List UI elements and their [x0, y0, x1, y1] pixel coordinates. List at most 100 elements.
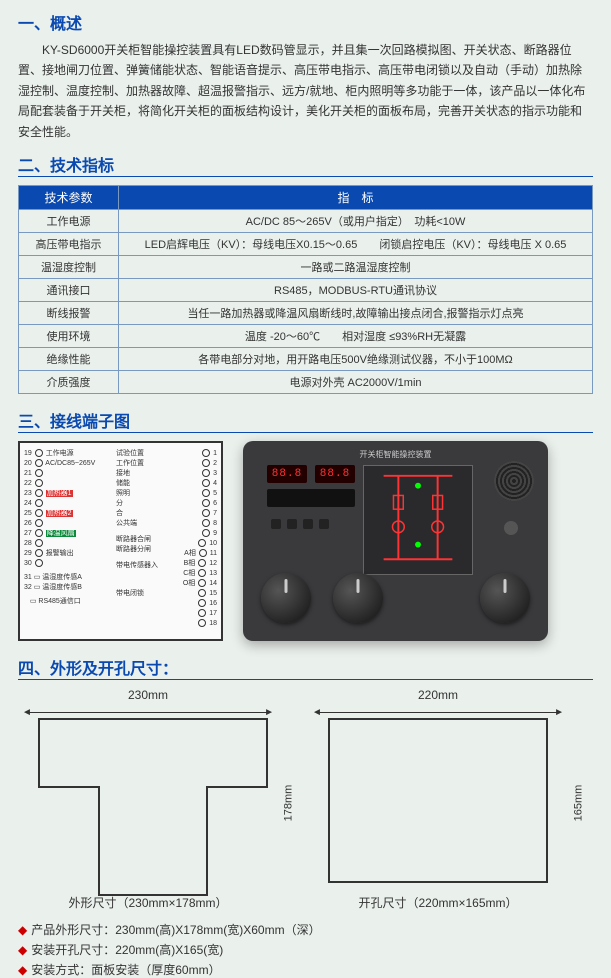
spec-label: 使用环境 — [19, 324, 119, 347]
small-button[interactable] — [287, 519, 297, 529]
spec-label: 工作电源 — [19, 209, 119, 232]
table-row: 介质强度电源对外壳 AC2000V/1min — [19, 370, 593, 393]
bullet-item: 安装方式：面板安装（厚度60mm） — [18, 961, 593, 978]
term-pin: ▭ RS485通信口 — [24, 597, 95, 607]
bullet-item: 产品外形尺寸：230mm(高)X178mm(宽)X60mm（深） — [18, 921, 593, 938]
term-pin: 32 ▭ 温湿度传感B — [24, 583, 95, 593]
term-pin: 22 — [24, 479, 95, 489]
term-pin: 24 — [24, 499, 95, 509]
bullet-item: 安装开孔尺寸：220mm(高)X165(宽) — [18, 941, 593, 958]
t-shape-bottom — [98, 788, 208, 896]
term-right-col: 1 2 3 4 5 6 7 8 9 10 A相 11 B相 12 C相 13 O… — [183, 449, 217, 629]
table-row: 断线报警当任一路加热器或降温风扇断线时,故障输出接点闭合,报警指示灯点亮 — [19, 301, 593, 324]
speaker-icon — [494, 461, 534, 501]
spec-value: 各带电部分对地，用开路电压500V绝缘测试仪器，不小于100MΩ — [119, 347, 593, 370]
section3-title: 三、接线端子图 — [18, 408, 593, 433]
spec-table: 技术参数 指 标 工作电源AC/DC 85～265V（或用户指定） 功耗<10W… — [18, 185, 593, 394]
cutout-shape-wrap: 165mm — [308, 718, 568, 888]
bullets-list: 产品外形尺寸：230mm(高)X178mm(宽)X60mm（深） 安装开孔尺寸：… — [18, 921, 593, 978]
rotary-knob[interactable] — [333, 573, 383, 623]
term-pin: O相 14 — [183, 579, 217, 589]
term-pin: 6 — [183, 499, 217, 509]
term-label: 储能 — [116, 479, 158, 489]
device-photo: 开关柜智能操控装置 88.8 88.8 — [243, 441, 548, 641]
spec-label: 断线报警 — [19, 301, 119, 324]
t-shape-top — [38, 718, 268, 788]
term-pin: 28 — [24, 539, 95, 549]
spec-value: 电源对外壳 AC2000V/1min — [119, 370, 593, 393]
cutout-rect-shape — [328, 718, 548, 883]
table-row: 绝缘性能各带电部分对地，用开路电压500V绝缘测试仪器，不小于100MΩ — [19, 347, 593, 370]
spec-value: AC/DC 85～265V（或用户指定） 功耗<10W — [119, 209, 593, 232]
term-pin: 7 — [183, 509, 217, 519]
led-panel — [267, 489, 355, 507]
cutout-width-label: 220mm — [308, 688, 568, 702]
term-label: 照明 — [116, 489, 158, 499]
spec-value: 温度 -20～60℃ 相对湿度 ≤93%RH无凝露 — [119, 324, 593, 347]
term-pin: 5 — [183, 489, 217, 499]
small-button[interactable] — [303, 519, 313, 529]
term-pin: 8 — [183, 519, 217, 529]
spec-label: 绝缘性能 — [19, 347, 119, 370]
term-label: 断路器分闸 — [116, 545, 158, 555]
term-label: 断路器合闸 — [116, 535, 158, 545]
outline-dim-box: 230mm ◄► 178mm 外形尺寸（230mm×178mm） — [18, 688, 278, 911]
term-pin: 1 — [183, 449, 217, 459]
term-left-col: 19 工作电源 20 AC/DC85~265V 21 22 23 加热器1 24… — [24, 449, 95, 607]
overview-text: KY-SD6000开关柜智能操控装置具有LED数码管显示，并且集一次回路模拟图、… — [18, 40, 593, 142]
term-pin: 3 — [183, 469, 217, 479]
spec-value: 一路或二路温湿度控制 — [119, 255, 593, 278]
mimic-diagram — [363, 465, 473, 575]
outline-shape-wrap: 178mm — [18, 718, 278, 888]
section1-title: 一、概述 — [18, 10, 593, 34]
term-pin: 21 — [24, 469, 95, 479]
rotary-knob[interactable] — [261, 573, 311, 623]
small-button[interactable] — [319, 519, 329, 529]
table-header-row: 技术参数 指 标 — [19, 185, 593, 209]
term-pin: 4 — [183, 479, 217, 489]
spec-th-param: 技术参数 — [19, 185, 119, 209]
spec-th-value: 指 标 — [119, 185, 593, 209]
dim-arrow-horizontal: ◄► — [18, 706, 278, 718]
led-display-2: 88.8 — [315, 465, 355, 483]
term-pin: 15 — [183, 589, 217, 599]
spec-value: 当任一路加热器或降温风扇断线时,故障输出接点闭合,报警指示灯点亮 — [119, 301, 593, 324]
term-pin: 9 — [183, 529, 217, 539]
cutout-dim-box: 220mm ◄► 165mm 开孔尺寸（220mm×165mm） — [308, 688, 568, 911]
section4-title: 四、外形及开孔尺寸： — [18, 655, 593, 680]
term-label: 接地 — [116, 469, 158, 479]
term-pin: 25 加热器2 — [24, 509, 95, 519]
term-pin: B相 12 — [183, 559, 217, 569]
term-pin: 17 — [183, 609, 217, 619]
spec-label: 高压带电指示 — [19, 232, 119, 255]
term-pin: 18 — [183, 619, 217, 629]
device-title: 开关柜智能操控装置 — [253, 449, 538, 460]
term-pin: 2 — [183, 459, 217, 469]
term-pin: C相 13 — [183, 569, 217, 579]
table-row: 高压带电指示LED启辉电压（KV）：母线电压X0.15～0.65 闭锁启控电压（… — [19, 232, 593, 255]
term-pin: 19 工作电源 — [24, 449, 95, 459]
small-button[interactable] — [271, 519, 281, 529]
term-pin: 20 AC/DC85~265V — [24, 459, 95, 469]
spec-label: 通讯接口 — [19, 278, 119, 301]
section2-title: 二、技术指标 — [18, 152, 593, 177]
rotary-knob[interactable] — [480, 573, 530, 623]
spec-label: 温湿度控制 — [19, 255, 119, 278]
term-label: 合 — [116, 509, 158, 519]
spec-value: RS485，MODBUS-RTU通讯协议 — [119, 278, 593, 301]
spec-value: LED启辉电压（KV）：母线电压X0.15～0.65 闭锁启控电压（KV）：母线… — [119, 232, 593, 255]
term-label: 公共端 — [116, 519, 158, 529]
section3-row: 19 工作电源 20 AC/DC85~265V 21 22 23 加热器1 24… — [18, 441, 593, 641]
terminal-diagram: 19 工作电源 20 AC/DC85~265V 21 22 23 加热器1 24… — [18, 441, 223, 641]
led-display-1: 88.8 — [267, 465, 307, 483]
table-row: 通讯接口RS485，MODBUS-RTU通讯协议 — [19, 278, 593, 301]
cutout-height-label: 165mm — [570, 718, 586, 888]
spec-label: 介质强度 — [19, 370, 119, 393]
indicator-dot — [504, 521, 518, 535]
table-row: 温湿度控制一路或二路温湿度控制 — [19, 255, 593, 278]
outline-caption: 外形尺寸（230mm×178mm） — [18, 894, 278, 911]
cutout-caption: 开孔尺寸（220mm×165mm） — [308, 894, 568, 911]
outline-t-shape — [38, 718, 268, 896]
term-label: 分 — [116, 499, 158, 509]
table-row: 使用环境温度 -20～60℃ 相对湿度 ≤93%RH无凝露 — [19, 324, 593, 347]
